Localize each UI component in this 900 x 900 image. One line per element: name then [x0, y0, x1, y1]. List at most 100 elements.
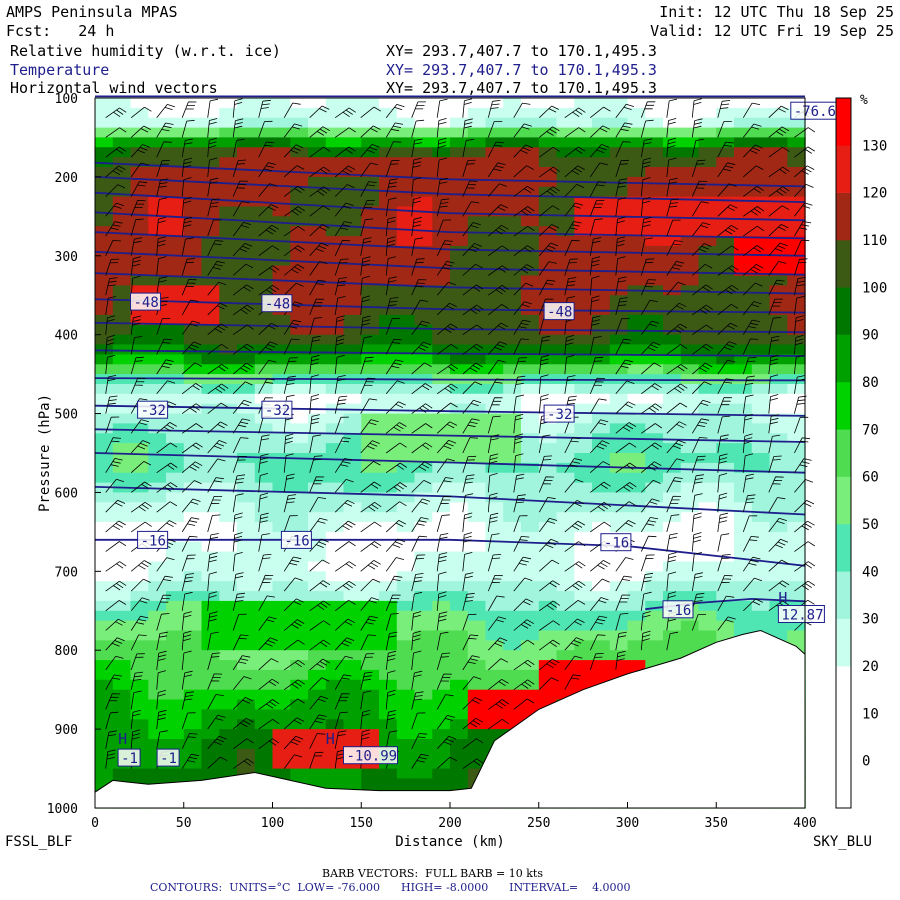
wind-barb	[232, 493, 244, 513]
wind-barb	[156, 160, 171, 178]
humidity-cell	[485, 443, 504, 454]
wind-barb	[385, 442, 407, 454]
humidity-cell	[432, 245, 451, 257]
humidity-cell	[467, 748, 487, 760]
humidity-cell	[290, 393, 309, 405]
humidity-cell	[769, 413, 788, 425]
wind-barb	[666, 533, 678, 552]
humidity-cell	[325, 186, 345, 198]
wind-barb	[640, 554, 655, 572]
humidity-cell	[148, 117, 167, 129]
humidity-cell	[254, 413, 274, 425]
humidity-cell	[663, 305, 682, 316]
humidity-cell	[290, 176, 309, 188]
wind-barb	[768, 374, 779, 394]
humidity-cell	[201, 344, 220, 355]
wind-barb	[487, 512, 499, 532]
humidity-cell	[166, 305, 185, 316]
humidity-cell	[254, 265, 274, 277]
humidity-cell	[432, 413, 451, 425]
humidity-cell	[325, 295, 345, 306]
humidity-cell	[112, 679, 132, 691]
wind-barb	[640, 591, 652, 611]
wind-barb	[640, 299, 658, 316]
humidity-cell	[201, 147, 220, 158]
humidity-cell	[645, 206, 664, 217]
humidity-cell	[219, 443, 238, 454]
humidity-cell	[112, 443, 132, 454]
wind-barb	[232, 263, 254, 276]
humidity-cell	[95, 758, 114, 770]
humidity-cell	[219, 758, 238, 770]
wind-barb	[691, 614, 707, 631]
wind-barb	[309, 620, 331, 631]
wind-barb	[181, 630, 192, 651]
humidity-cell	[130, 196, 149, 208]
humidity-cell	[343, 364, 362, 375]
humidity-cell	[361, 305, 380, 316]
wind-barb	[717, 265, 739, 276]
humidity-cell	[485, 541, 504, 553]
y-tick-label: 300	[55, 250, 78, 265]
humidity-cell	[219, 433, 238, 444]
wind-barb	[334, 599, 356, 612]
wind-barb	[641, 442, 662, 454]
wind-barb	[615, 216, 626, 237]
wind-barb	[717, 341, 737, 355]
humidity-cell	[574, 561, 593, 572]
humidity-cell	[343, 453, 362, 464]
humidity-cell	[219, 551, 238, 563]
humidity-cell	[183, 541, 203, 553]
humidity-cell	[183, 354, 203, 365]
humidity-cell	[609, 669, 629, 681]
wind-barb	[181, 258, 196, 276]
humidity-cell	[95, 453, 114, 464]
humidity-cell	[272, 413, 291, 425]
humidity-cell	[467, 186, 487, 198]
isotherm-line	[94, 211, 806, 240]
humidity-cell	[574, 147, 593, 158]
humidity-cell	[751, 561, 771, 572]
humidity-cell	[521, 679, 540, 691]
humidity-cell	[769, 571, 788, 582]
humidity-cell	[574, 512, 593, 523]
wind-barb	[105, 600, 127, 612]
wind-barb	[232, 381, 253, 395]
humidity-cell	[254, 206, 274, 217]
humidity-cell	[503, 117, 522, 129]
humidity-cell	[343, 531, 362, 543]
humidity-cell	[485, 620, 504, 632]
humidity-cell	[166, 640, 185, 651]
humidity-cell	[272, 186, 291, 198]
wind-barb	[488, 678, 509, 691]
humidity-cell	[361, 226, 380, 237]
humidity-cell	[645, 98, 664, 109]
humidity-cell	[680, 314, 700, 326]
wind-barb	[309, 414, 320, 434]
humidity-cell	[467, 551, 487, 563]
humidity-cell	[751, 443, 771, 454]
wind-barb	[385, 297, 399, 315]
right-endpoint-label: SKY_BLU	[813, 834, 872, 850]
humidity-cell	[166, 502, 185, 513]
humidity-cell	[201, 196, 220, 208]
humidity-cell	[680, 245, 700, 257]
humidity-cell	[219, 679, 238, 691]
humidity-cell	[698, 581, 717, 592]
wind-barb	[768, 205, 790, 217]
wind-barb	[181, 320, 201, 335]
humidity-cell	[574, 679, 593, 691]
wind-barb	[462, 455, 477, 473]
humidity-cell	[769, 176, 788, 188]
humidity-cell	[361, 127, 380, 139]
humidity-cell	[627, 522, 646, 533]
humidity-cell	[130, 423, 149, 434]
colorbar-segment	[836, 98, 851, 146]
wind-barb	[385, 557, 405, 572]
wind-barb	[309, 658, 330, 671]
humidity-cell	[503, 413, 522, 425]
humidity-cell	[254, 768, 274, 780]
humidity-cell	[201, 512, 220, 523]
humidity-cell	[166, 541, 185, 553]
humidity-cell	[361, 443, 380, 454]
